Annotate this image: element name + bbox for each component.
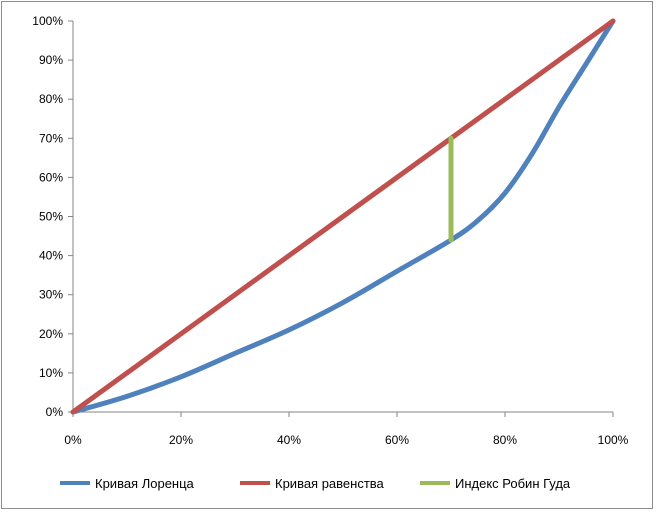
lorenz-curve-line (70, 18, 616, 415)
equality-line (70, 18, 616, 415)
legend-label-robin-hood: Индекс Робин Гуда (455, 476, 571, 491)
y-tick-label: 20% (39, 327, 63, 341)
y-tick-labels: 0% 10% 20% 30% 40% 50% 60% 70% 80% 90% 100% (32, 14, 63, 419)
x-tick-label: 60% (385, 433, 409, 447)
y-tick-label: 100% (32, 14, 63, 28)
legend-label-lorenz: Кривая Лоренца (95, 476, 195, 491)
x-tick-label: 40% (277, 433, 301, 447)
x-tick-label: 100% (598, 433, 629, 447)
y-tick-label: 40% (39, 249, 63, 263)
y-tick-label: 70% (39, 131, 63, 145)
y-tick-label: 80% (39, 92, 63, 106)
y-tick-label: 60% (39, 170, 63, 184)
y-tick-label: 50% (39, 210, 63, 224)
legend: Кривая Лоренца Кривая равенства Индекс Роб… (60, 476, 571, 491)
x-tick-labels: 0% 20% 40% 60% 80% 100% (64, 433, 628, 447)
y-tick-label: 10% (39, 366, 63, 380)
y-tick-label: 30% (39, 288, 63, 302)
y-tick-label: 0% (46, 405, 64, 419)
y-tick-label: 90% (39, 53, 63, 67)
series-lines (70, 18, 616, 415)
x-tick-label: 80% (493, 433, 517, 447)
x-tick-label: 0% (64, 433, 82, 447)
axes (68, 20, 614, 417)
x-tick-label: 20% (169, 433, 193, 447)
legend-label-equality: Кривая равенства (275, 476, 385, 491)
